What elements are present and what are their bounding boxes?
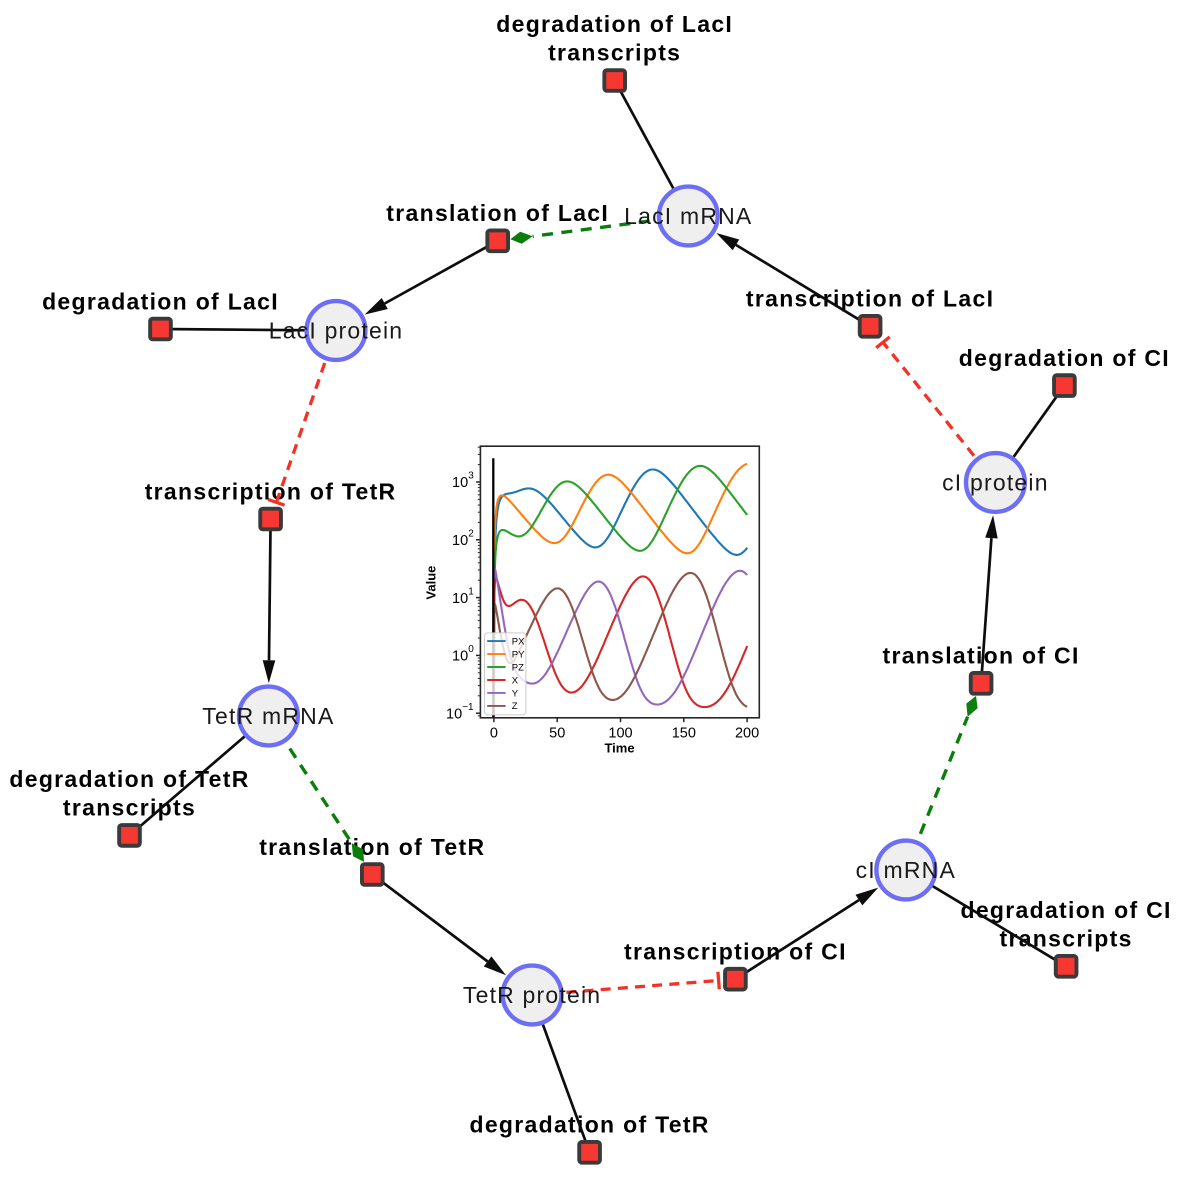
svg-text:Z: Z [512, 701, 518, 712]
svg-text:Y: Y [512, 688, 519, 699]
svg-text:degradation of LacI: degradation of LacI [496, 11, 733, 37]
svg-text:Value: Value [423, 566, 438, 600]
svg-text:transcription of LacI: transcription of LacI [746, 286, 994, 312]
svg-text:LacI mRNA: LacI mRNA [624, 203, 752, 229]
svg-text:degradation of TetR: degradation of TetR [9, 766, 249, 792]
svg-text:translation of TetR: translation of TetR [259, 834, 485, 860]
svg-text:10: 10 [452, 649, 468, 665]
svg-text:X: X [512, 675, 519, 686]
svg-text:PY: PY [512, 650, 525, 661]
svg-text:Time: Time [604, 741, 634, 756]
svg-text:0: 0 [490, 726, 498, 742]
svg-text:1: 1 [468, 586, 474, 597]
svg-text:100: 100 [608, 726, 632, 742]
svg-text:degradation of CI: degradation of CI [960, 897, 1171, 923]
svg-text:TetR protein: TetR protein [463, 982, 601, 1008]
svg-text:cI mRNA: cI mRNA [856, 857, 956, 883]
svg-text:50: 50 [549, 726, 565, 742]
svg-text:2: 2 [468, 529, 474, 540]
svg-text:transcripts: transcripts [63, 795, 196, 821]
svg-text:10: 10 [446, 706, 462, 722]
svg-text:−1: −1 [462, 702, 474, 713]
svg-text:200: 200 [735, 726, 759, 742]
svg-text:translation of LacI: translation of LacI [386, 200, 609, 226]
svg-text:degradation of LacI: degradation of LacI [42, 288, 279, 314]
svg-text:0: 0 [468, 644, 474, 655]
svg-text:degradation of TetR: degradation of TetR [469, 1112, 709, 1138]
svg-text:10: 10 [452, 533, 468, 549]
svg-text:transcripts: transcripts [548, 40, 681, 66]
svg-text:3: 3 [468, 471, 474, 482]
svg-text:PX: PX [512, 637, 525, 648]
svg-text:cI protein: cI protein [942, 470, 1049, 496]
svg-text:translation of CI: translation of CI [883, 643, 1080, 669]
svg-text:10: 10 [452, 591, 468, 607]
svg-text:10: 10 [452, 475, 468, 491]
svg-text:transcription of CI: transcription of CI [624, 939, 847, 965]
svg-text:TetR mRNA: TetR mRNA [202, 703, 334, 729]
svg-text:LacI protein: LacI protein [269, 318, 404, 344]
svg-text:150: 150 [672, 726, 696, 742]
svg-text:degradation of CI: degradation of CI [959, 345, 1170, 371]
svg-text:PZ: PZ [512, 662, 524, 673]
